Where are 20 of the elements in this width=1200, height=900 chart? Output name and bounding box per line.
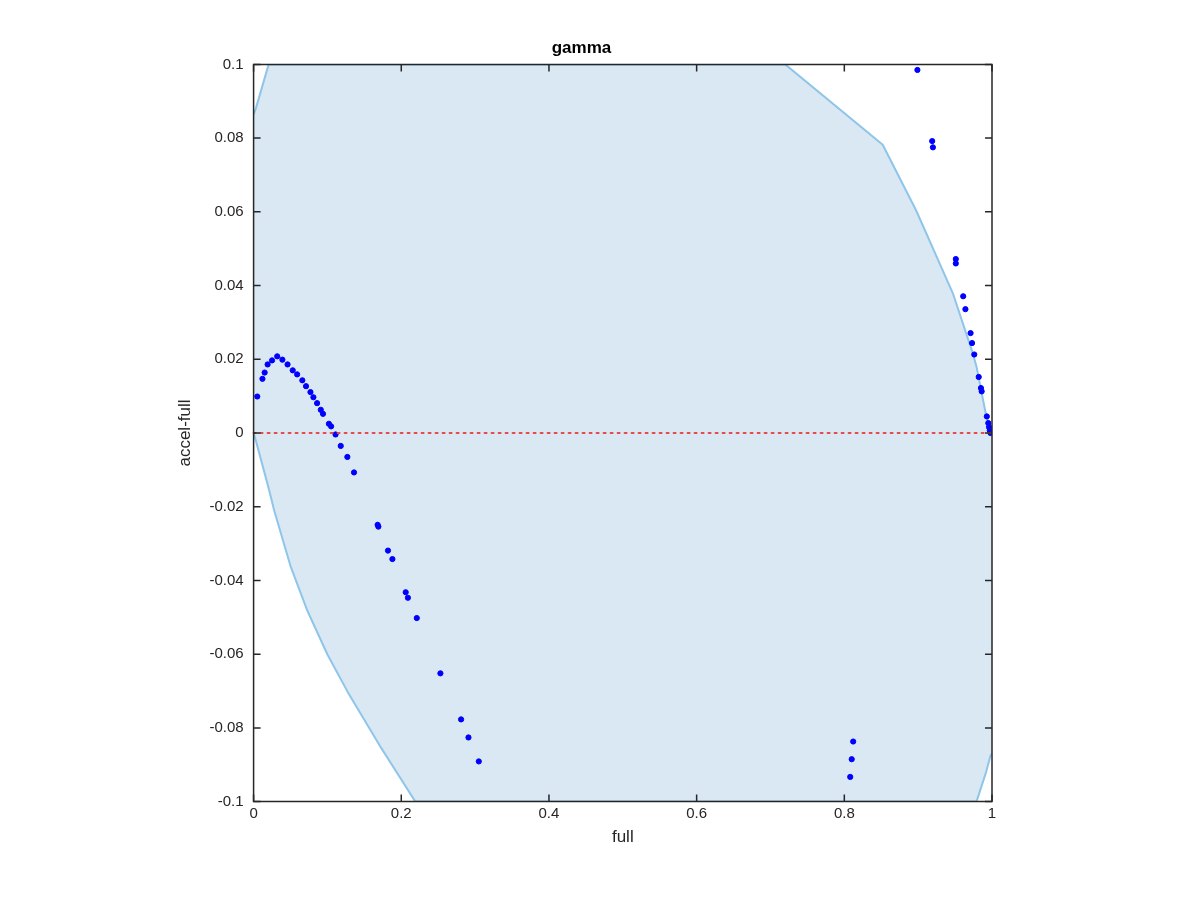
y-tick-label: 0.1 [222,54,244,72]
chart-title: gamma [551,37,612,57]
y-tick-label: -0.06 [209,644,244,662]
x-tick-label: 0.2 [390,803,412,821]
y-tick-label: -0.02 [209,496,244,514]
y-axis-title: accel-full [174,399,194,467]
x-tick-label: 1 [987,803,997,821]
x-tick-label: 0.6 [686,803,708,821]
y-tick-label: 0.02 [214,349,244,367]
y-tick-label: -0.08 [209,718,244,736]
x-axis-title: full [611,827,634,847]
y-tick-label: 0.08 [214,128,244,146]
x-tick-label: 0 [249,803,258,821]
y-tick-label: 0.04 [214,275,244,293]
y-tick-label: 0.06 [214,201,244,219]
y-tick-label: 0 [235,423,244,441]
y-tick-label: -0.1 [217,791,244,809]
x-tick-label: 0.4 [538,803,560,821]
x-tick-label: 0.8 [833,803,855,821]
y-tick-label: -0.04 [209,570,244,588]
